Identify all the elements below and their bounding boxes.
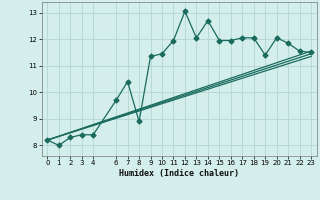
X-axis label: Humidex (Indice chaleur): Humidex (Indice chaleur) (119, 169, 239, 178)
